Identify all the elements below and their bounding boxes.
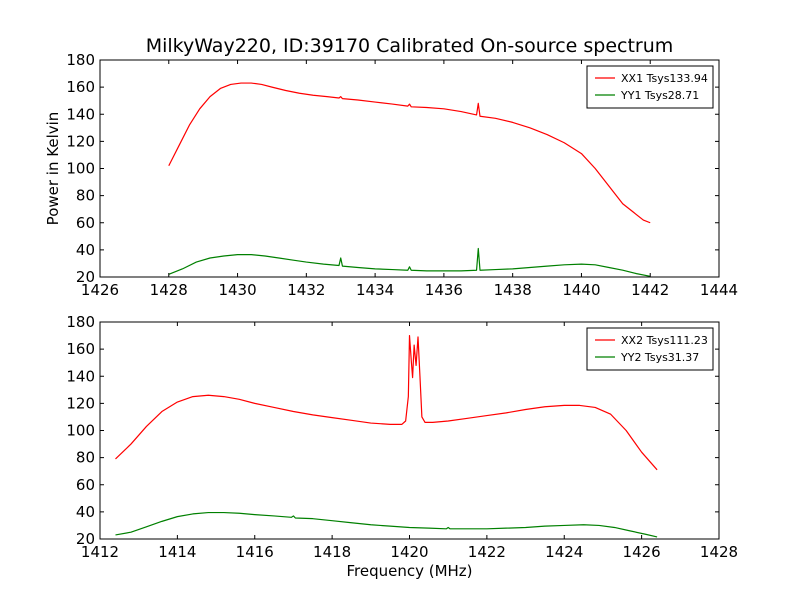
legend-label-1: YY2 Tsys31.37 (620, 351, 699, 364)
series-line-1 (168, 247, 651, 277)
x-tick-label: 1420 (390, 543, 428, 561)
plot-frame (99, 59, 720, 278)
x-tick-label: 1422 (468, 543, 506, 561)
y-tick-label: 60 (76, 214, 95, 232)
lower-spectrum-chart: 1412 1414 1416 1418 1420 1422 1424 1426 1428 20 40… (66, 313, 738, 580)
series-line-1 (115, 511, 658, 538)
plot-frame (99, 321, 720, 540)
y-tick-label: 80 (76, 449, 95, 467)
upper-spectrum-chart: 1426 1428 1430 1432 1434 1436 1438 1440 1442 1444… (44, 35, 738, 299)
legend-label-0: XX2 Tsys111.23 (621, 334, 708, 347)
y-axis-label: Power in Kelvin (44, 112, 62, 226)
y-tick-label: 120 (66, 132, 95, 150)
y-tick-label: 40 (76, 503, 95, 521)
x-tick-label: 1424 (545, 543, 583, 561)
legend-label-1: YY1 Tsys28.71 (620, 89, 699, 102)
x-tick-label: 1426 (623, 543, 661, 561)
x-tick-label: 1434 (356, 281, 394, 299)
x-tick-label: 1442 (631, 281, 669, 299)
x-tick-label: 1430 (218, 281, 256, 299)
x-tick-label: 1436 (425, 281, 463, 299)
legend-box (586, 65, 714, 109)
y-tick-label: 100 (66, 160, 95, 178)
x-tick-label: 1444 (700, 281, 738, 299)
x-tick-label: 1440 (562, 281, 600, 299)
y-tick-label: 160 (66, 78, 95, 96)
y-tick-label: 100 (66, 422, 95, 440)
y-tick-label: 20 (76, 530, 95, 548)
y-tick-label: 180 (66, 51, 95, 69)
series-line-0 (115, 334, 658, 471)
x-tick-label: 1412 (81, 543, 119, 561)
x-tick-label: 1428 (150, 281, 188, 299)
x-tick-label: 1418 (313, 543, 351, 561)
x-axis-label: Frequency (MHz) (346, 562, 472, 580)
y-tick-label: 140 (66, 105, 95, 123)
y-tick-label: 20 (76, 268, 95, 286)
x-tick-label: 1416 (236, 543, 274, 561)
series-line-0 (168, 82, 651, 224)
y-tick-label: 140 (66, 367, 95, 385)
chart-title: MilkyWay220, ID:39170 Calibrated On-sour… (146, 35, 674, 57)
y-tick-label: 40 (76, 241, 95, 259)
y-tick-label: 180 (66, 313, 95, 331)
x-tick-label: 1426 (81, 281, 119, 299)
x-tick-label: 1414 (158, 543, 196, 561)
x-tick-label: 1428 (700, 543, 738, 561)
y-tick-label: 120 (66, 394, 95, 412)
legend-label-0: XX1 Tsys133.94 (621, 72, 708, 85)
legend-box (586, 327, 714, 371)
y-tick-label: 80 (76, 187, 95, 205)
y-tick-label: 60 (76, 476, 95, 494)
y-tick-label: 160 (66, 340, 95, 358)
x-tick-label: 1432 (287, 281, 325, 299)
x-tick-label: 1438 (494, 281, 532, 299)
